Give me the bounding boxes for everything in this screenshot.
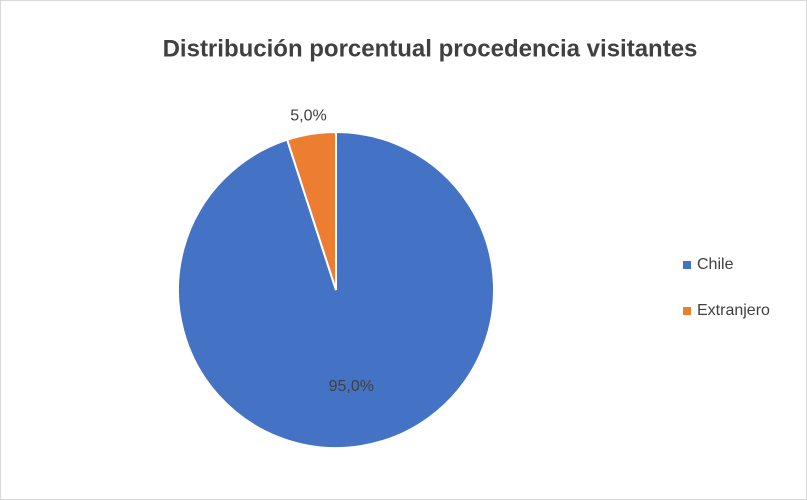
- data-label: 5,0%: [290, 107, 326, 124]
- legend-label: Extranjero: [697, 302, 770, 319]
- legend-label: Chile: [697, 256, 734, 273]
- data-label: 95,0%: [329, 378, 374, 395]
- legend-swatch: [683, 261, 691, 269]
- pie-slice: [285, 130, 337, 291]
- legend-swatch: [683, 307, 691, 315]
- chart-title: Distribución porcentual procedencia visi…: [163, 35, 698, 62]
